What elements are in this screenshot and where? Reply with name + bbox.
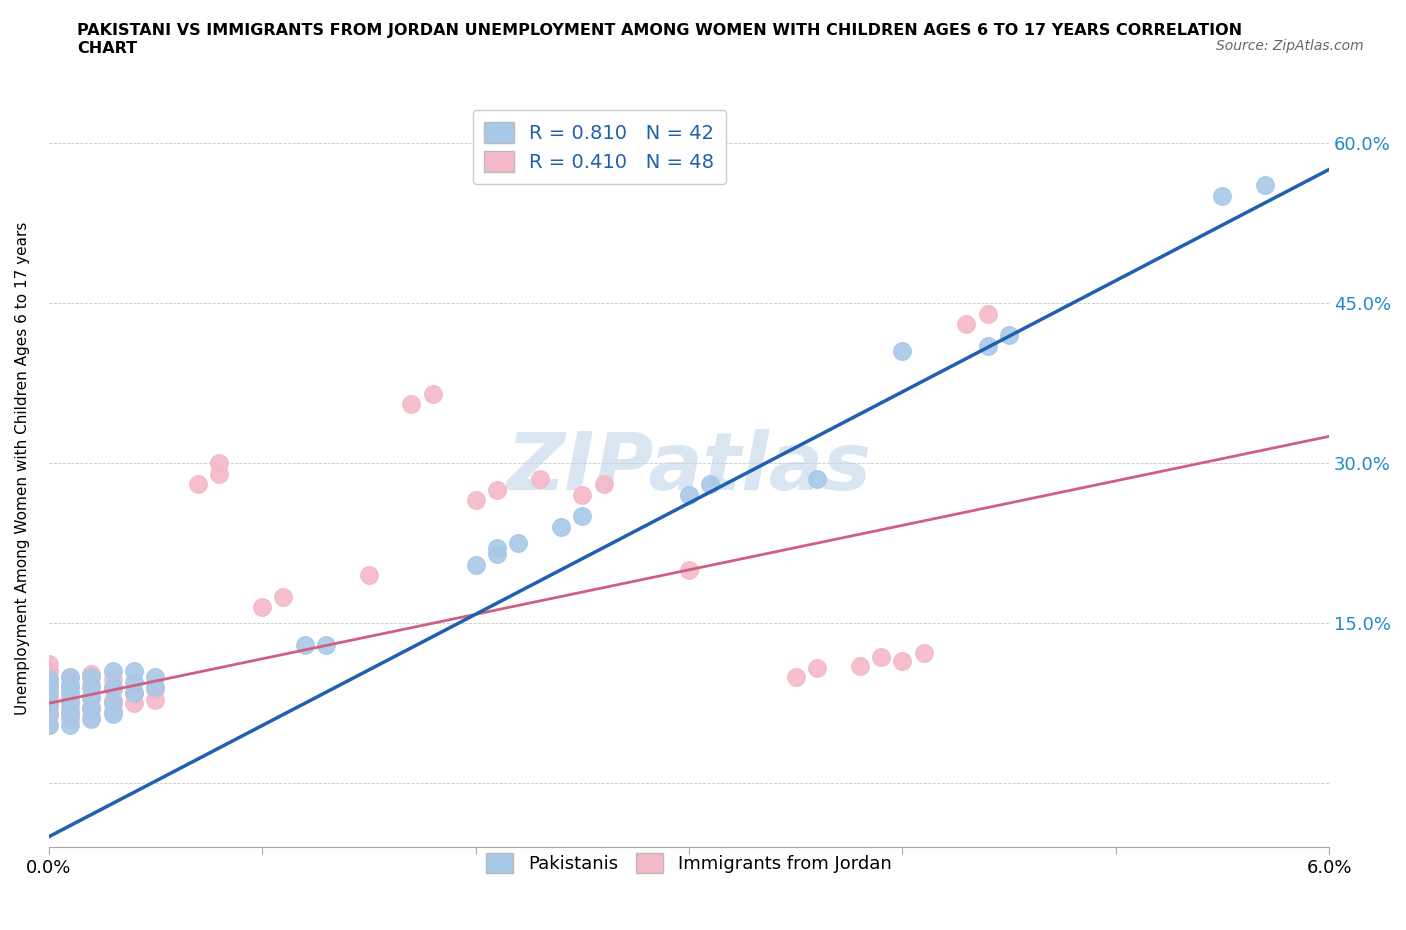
Point <box>59 680 82 695</box>
Point <box>80 678 103 693</box>
Point <box>998 327 1021 342</box>
Point <box>976 306 998 321</box>
Point <box>145 693 167 708</box>
Point <box>464 557 486 572</box>
Text: PAKISTANI VS IMMIGRANTS FROM JORDAN UNEMPLOYMENT AMONG WOMEN WITH CHILDREN AGES : PAKISTANI VS IMMIGRANTS FROM JORDAN UNEM… <box>77 23 1243 56</box>
Point <box>122 664 145 679</box>
Point <box>38 664 60 679</box>
Point <box>912 645 935 660</box>
Point <box>464 493 486 508</box>
Point <box>38 707 60 722</box>
Text: Source: ZipAtlas.com: Source: ZipAtlas.com <box>1216 39 1364 53</box>
Point <box>870 650 893 665</box>
Point <box>38 682 60 697</box>
Point <box>80 688 103 703</box>
Point <box>38 671 60 686</box>
Point <box>122 674 145 689</box>
Point <box>38 717 60 732</box>
Point <box>357 567 380 582</box>
Point <box>59 691 82 706</box>
Point <box>101 696 124 711</box>
Point <box>145 670 167 684</box>
Point <box>101 703 124 718</box>
Point <box>59 696 82 711</box>
Point <box>59 717 82 732</box>
Point <box>38 696 60 711</box>
Point <box>80 680 103 695</box>
Point <box>80 667 103 682</box>
Point <box>571 487 593 502</box>
Point <box>955 317 977 332</box>
Point <box>508 536 530 551</box>
Point <box>592 477 614 492</box>
Point <box>315 637 337 652</box>
Point <box>250 600 273 615</box>
Point <box>208 456 231 471</box>
Point <box>38 699 60 714</box>
Point <box>571 509 593 524</box>
Point <box>38 707 60 722</box>
Point <box>401 397 423 412</box>
Point <box>1254 178 1277 193</box>
Point <box>101 682 124 697</box>
Point <box>80 710 103 724</box>
Point <box>59 711 82 726</box>
Point <box>59 670 82 684</box>
Point <box>59 701 82 716</box>
Point <box>785 670 807 684</box>
Point <box>806 660 828 675</box>
Point <box>38 685 60 700</box>
Point <box>101 671 124 686</box>
Point <box>122 685 145 700</box>
Point <box>678 563 700 578</box>
Point <box>38 691 60 706</box>
Point <box>80 699 103 714</box>
Point <box>891 343 914 358</box>
Point <box>485 547 508 562</box>
Point <box>699 477 721 492</box>
Point <box>80 691 103 706</box>
Point <box>101 707 124 722</box>
Point <box>678 487 700 502</box>
Point <box>806 472 828 486</box>
Point <box>294 637 316 652</box>
Point <box>529 472 551 486</box>
Point <box>80 711 103 726</box>
Text: ZIPatlas: ZIPatlas <box>506 430 872 508</box>
Point <box>485 483 508 498</box>
Point <box>122 685 145 700</box>
Point <box>59 670 82 684</box>
Point <box>976 339 998 353</box>
Y-axis label: Unemployment Among Women with Children Ages 6 to 17 years: Unemployment Among Women with Children A… <box>15 221 30 715</box>
Point <box>273 589 295 604</box>
Point <box>848 658 870 673</box>
Point <box>101 693 124 708</box>
Point <box>38 657 60 671</box>
Point <box>122 696 145 711</box>
Point <box>59 685 82 700</box>
Point <box>80 670 103 684</box>
Point <box>59 707 82 722</box>
Point <box>38 717 60 732</box>
Point <box>38 674 60 689</box>
Point <box>208 466 231 481</box>
Point <box>1211 189 1233 204</box>
Point <box>485 541 508 556</box>
Point <box>422 386 444 401</box>
Legend: Pakistanis, Immigrants from Jordan: Pakistanis, Immigrants from Jordan <box>479 845 898 880</box>
Point <box>145 680 167 695</box>
Point <box>145 682 167 697</box>
Point <box>101 664 124 679</box>
Point <box>80 701 103 716</box>
Point <box>187 477 209 492</box>
Point <box>101 680 124 695</box>
Point <box>59 678 82 693</box>
Point <box>38 678 60 693</box>
Point <box>891 653 914 668</box>
Point <box>550 520 572 535</box>
